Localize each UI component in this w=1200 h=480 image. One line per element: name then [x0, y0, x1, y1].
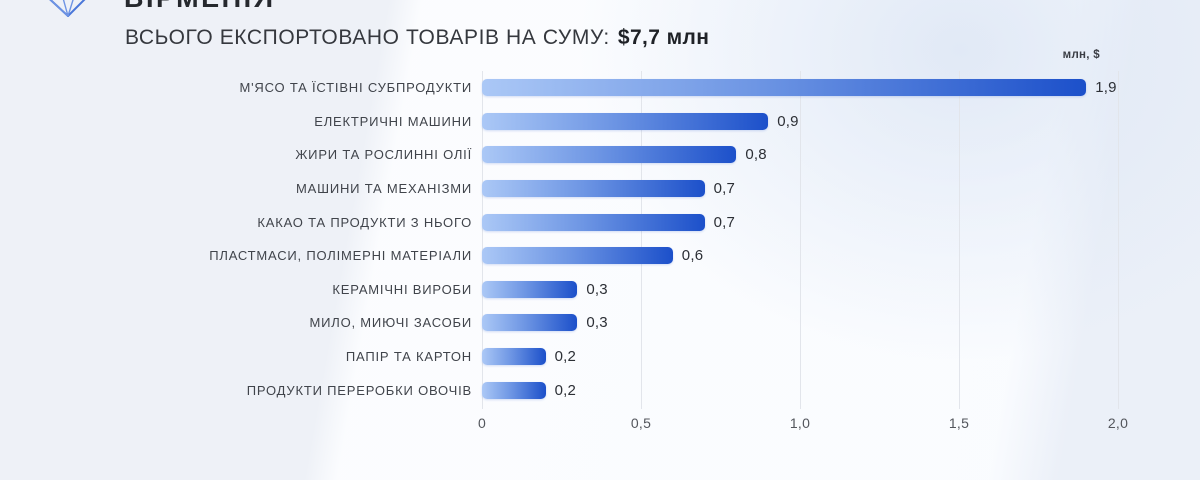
category-label: ПАПІР ТА КАРТОН — [345, 349, 472, 365]
bar-row: МИЛО, МИЮЧІ ЗАСОБИ 0,3 — [0, 306, 1200, 340]
value-label: 0,8 — [745, 146, 767, 164]
bar — [482, 348, 546, 366]
category-label: КЕРАМІЧНІ ВИРОБИ — [332, 281, 472, 297]
x-tick-label: 0,5 — [630, 415, 652, 431]
bar — [482, 280, 578, 298]
bar-row: ЖИРИ ТА РОСЛИННІ ОЛІЇ 0,8 — [0, 138, 1200, 172]
category-label: МИЛО, МИЮЧІ ЗАСОБИ — [309, 315, 472, 331]
bar-row: ЕЛЕКТРИЧНІ МАШИНИ 0,9 — [0, 105, 1200, 139]
category-label: ЕЛЕКТРИЧНІ МАШИНИ — [314, 113, 472, 129]
category-label: КАКАО ТА ПРОДУКТИ З НЬОГО — [257, 214, 472, 230]
bar-row: ПАПІР ТА КАРТОН 0,2 — [0, 340, 1200, 374]
x-tick-label: 0 — [477, 415, 487, 431]
bar — [482, 112, 769, 130]
x-tick-label: 2,0 — [1107, 415, 1129, 431]
bar-row: МАШИНИ ТА МЕХАНІЗМИ 0,7 — [0, 172, 1200, 206]
value-label: 0,3 — [586, 314, 608, 332]
category-label: ПРОДУКТИ ПЕРЕРОБКИ ОВОЧІВ — [246, 382, 472, 398]
value-label: 0,7 — [713, 213, 736, 231]
value-label: 0,6 — [681, 247, 704, 265]
bar — [482, 180, 705, 198]
bar-row: ПРОДУКТИ ПЕРЕРОБКИ ОВОЧІВ 0,2 — [0, 373, 1200, 407]
x-tick-label: 1,5 — [948, 415, 970, 431]
bar-rows: М'ЯСО ТА ЇСТІВНІ СУБПРОДУКТИ 1,9 ЕЛЕКТРИЧН… — [0, 71, 1200, 407]
x-axis-ticks: 0 0,5 1,0 1,5 2,0 — [478, 415, 1128, 435]
x-tick-label: 1,0 — [789, 415, 811, 431]
bar — [482, 213, 705, 231]
bar-row: КАКАО ТА ПРОДУКТИ З НЬОГО 0,7 — [0, 205, 1200, 239]
title-total-value: $7,7 млн — [617, 26, 710, 49]
bar-row: ПЛАСТМАСИ, ПОЛІМЕРНІ МАТЕРІАЛИ 0,6 — [0, 239, 1200, 273]
title-prefix: ВСЬОГО ЕКСПОРТОВАНО ТОВАРІВ НА СУМУ: — [125, 26, 610, 49]
value-label: 0,3 — [586, 280, 608, 298]
value-label: 0,2 — [554, 381, 577, 399]
value-label: 0,2 — [554, 348, 577, 366]
category-label: ЖИРИ ТА РОСЛИННІ ОЛІЇ — [295, 147, 472, 163]
category-label: ПЛАСТМАСИ, ПОЛІМЕРНІ МАТЕРІАЛИ — [209, 248, 472, 264]
bar-row: М'ЯСО ТА ЇСТІВНІ СУБПРОДУКТИ 1,9 — [0, 71, 1200, 105]
page-title: ВСЬОГО ЕКСПОРТОВАНО ТОВАРІВ НА СУМУ: $7,7… — [125, 26, 709, 50]
bar — [482, 146, 737, 164]
export-bar-chart: М'ЯСО ТА ЇСТІВНІ СУБПРОДУКТИ 1,9 ЕЛЕКТРИЧН… — [0, 71, 1200, 436]
category-label: МАШИНИ ТА МЕХАНІЗМИ — [296, 181, 472, 197]
bar-row: КЕРАМІЧНІ ВИРОБИ 0,3 — [0, 273, 1200, 307]
bar — [482, 247, 673, 265]
axis-unit-label: млн, $ — [1062, 49, 1100, 61]
brand-logo-icon — [49, 0, 86, 17]
bar — [482, 79, 1087, 97]
bar — [482, 314, 578, 332]
value-label: 0,7 — [713, 180, 736, 198]
value-label: 1,9 — [1095, 79, 1117, 97]
category-label: М'ЯСО ТА ЇСТІВНІ СУБПРОДУКТИ — [239, 80, 472, 96]
brand-title: ВІРМЕНІЯ — [124, 0, 276, 14]
bar — [482, 381, 546, 399]
value-label: 0,9 — [777, 112, 799, 130]
